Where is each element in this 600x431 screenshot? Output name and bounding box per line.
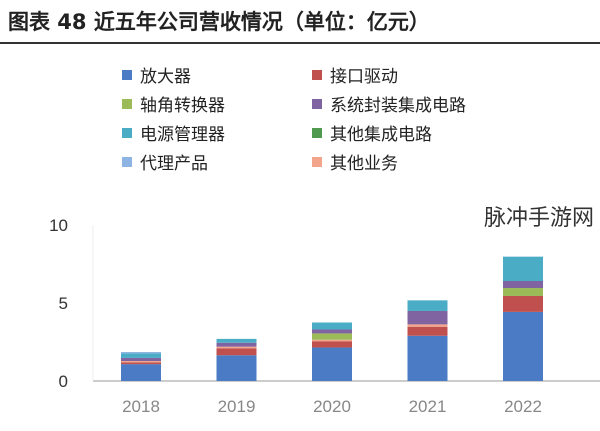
bar-segment — [312, 322, 352, 330]
chart-title: 图表 48 近五年公司营收情况（单位：亿元） — [8, 10, 430, 34]
bar-segment — [312, 347, 352, 381]
bar-segment — [121, 353, 161, 358]
bar-segment — [503, 288, 543, 296]
y-tick-label: 10 — [49, 216, 68, 235]
bar-segment — [216, 355, 257, 381]
legend-swatch — [122, 156, 132, 167]
bar-segment — [312, 329, 352, 334]
legend-label: 轴角转换器 — [140, 96, 225, 116]
bar-segment — [216, 346, 257, 349]
bar-segment — [312, 339, 352, 342]
bar-segment — [121, 351, 161, 354]
legend-label: 接口驱动 — [330, 67, 398, 87]
bar-segment — [312, 341, 352, 348]
title-divider — [0, 42, 600, 44]
bar-segment — [407, 310, 448, 325]
bar-segment — [121, 361, 161, 363]
bar-segment — [503, 295, 543, 312]
bar-segment — [216, 338, 257, 343]
legend-item: 代理产品 — [122, 149, 208, 174]
legend-swatch — [312, 127, 322, 138]
legend-label: 电源管理器 — [140, 125, 225, 145]
legend-item: 放大器 — [122, 62, 191, 87]
bar-segment — [216, 342, 257, 347]
legend-item: 系统封装集成电路 — [312, 91, 466, 116]
legend-label: 代理产品 — [140, 154, 208, 174]
legend-item: 轴角转换器 — [122, 91, 225, 116]
bar-segment — [407, 326, 448, 336]
x-tick-label: 2021 — [409, 397, 447, 416]
legend-item: 接口驱动 — [312, 62, 398, 87]
legend-swatch — [122, 127, 132, 138]
bar-segment — [121, 357, 161, 362]
y-tick-label: 5 — [59, 294, 68, 313]
bar-segment — [216, 348, 257, 356]
legend-item: 其他集成电路 — [312, 120, 432, 145]
legend-swatch — [312, 156, 322, 167]
x-tick-label: 2018 — [122, 397, 160, 416]
legend-swatch — [312, 69, 322, 80]
bar-segment — [503, 281, 543, 289]
bar-segment — [407, 324, 448, 327]
watermark: 脉冲手游网 — [483, 206, 594, 232]
legend-label: 系统封装集成电路 — [330, 96, 466, 116]
bar-segment — [121, 362, 161, 365]
legend-swatch — [122, 98, 132, 109]
bar-segment — [503, 311, 543, 381]
legend-item: 电源管理器 — [122, 120, 225, 145]
bar-segment — [503, 256, 543, 282]
legend-swatch — [122, 69, 132, 80]
x-tick-label: 2019 — [218, 397, 256, 416]
legend-swatch — [312, 98, 322, 109]
legend-label: 放大器 — [140, 67, 191, 87]
bar-segment — [407, 335, 448, 381]
legend-label: 其他集成电路 — [330, 125, 432, 145]
legend-item: 其他业务 — [312, 149, 398, 174]
legend-label: 其他业务 — [330, 154, 398, 174]
y-tick-label: 0 — [59, 372, 68, 391]
bar-segment — [407, 300, 448, 311]
x-tick-label: 2020 — [313, 397, 351, 416]
bar-segment — [312, 333, 352, 340]
x-tick-label: 2022 — [504, 397, 542, 416]
bar-segment — [121, 364, 161, 381]
